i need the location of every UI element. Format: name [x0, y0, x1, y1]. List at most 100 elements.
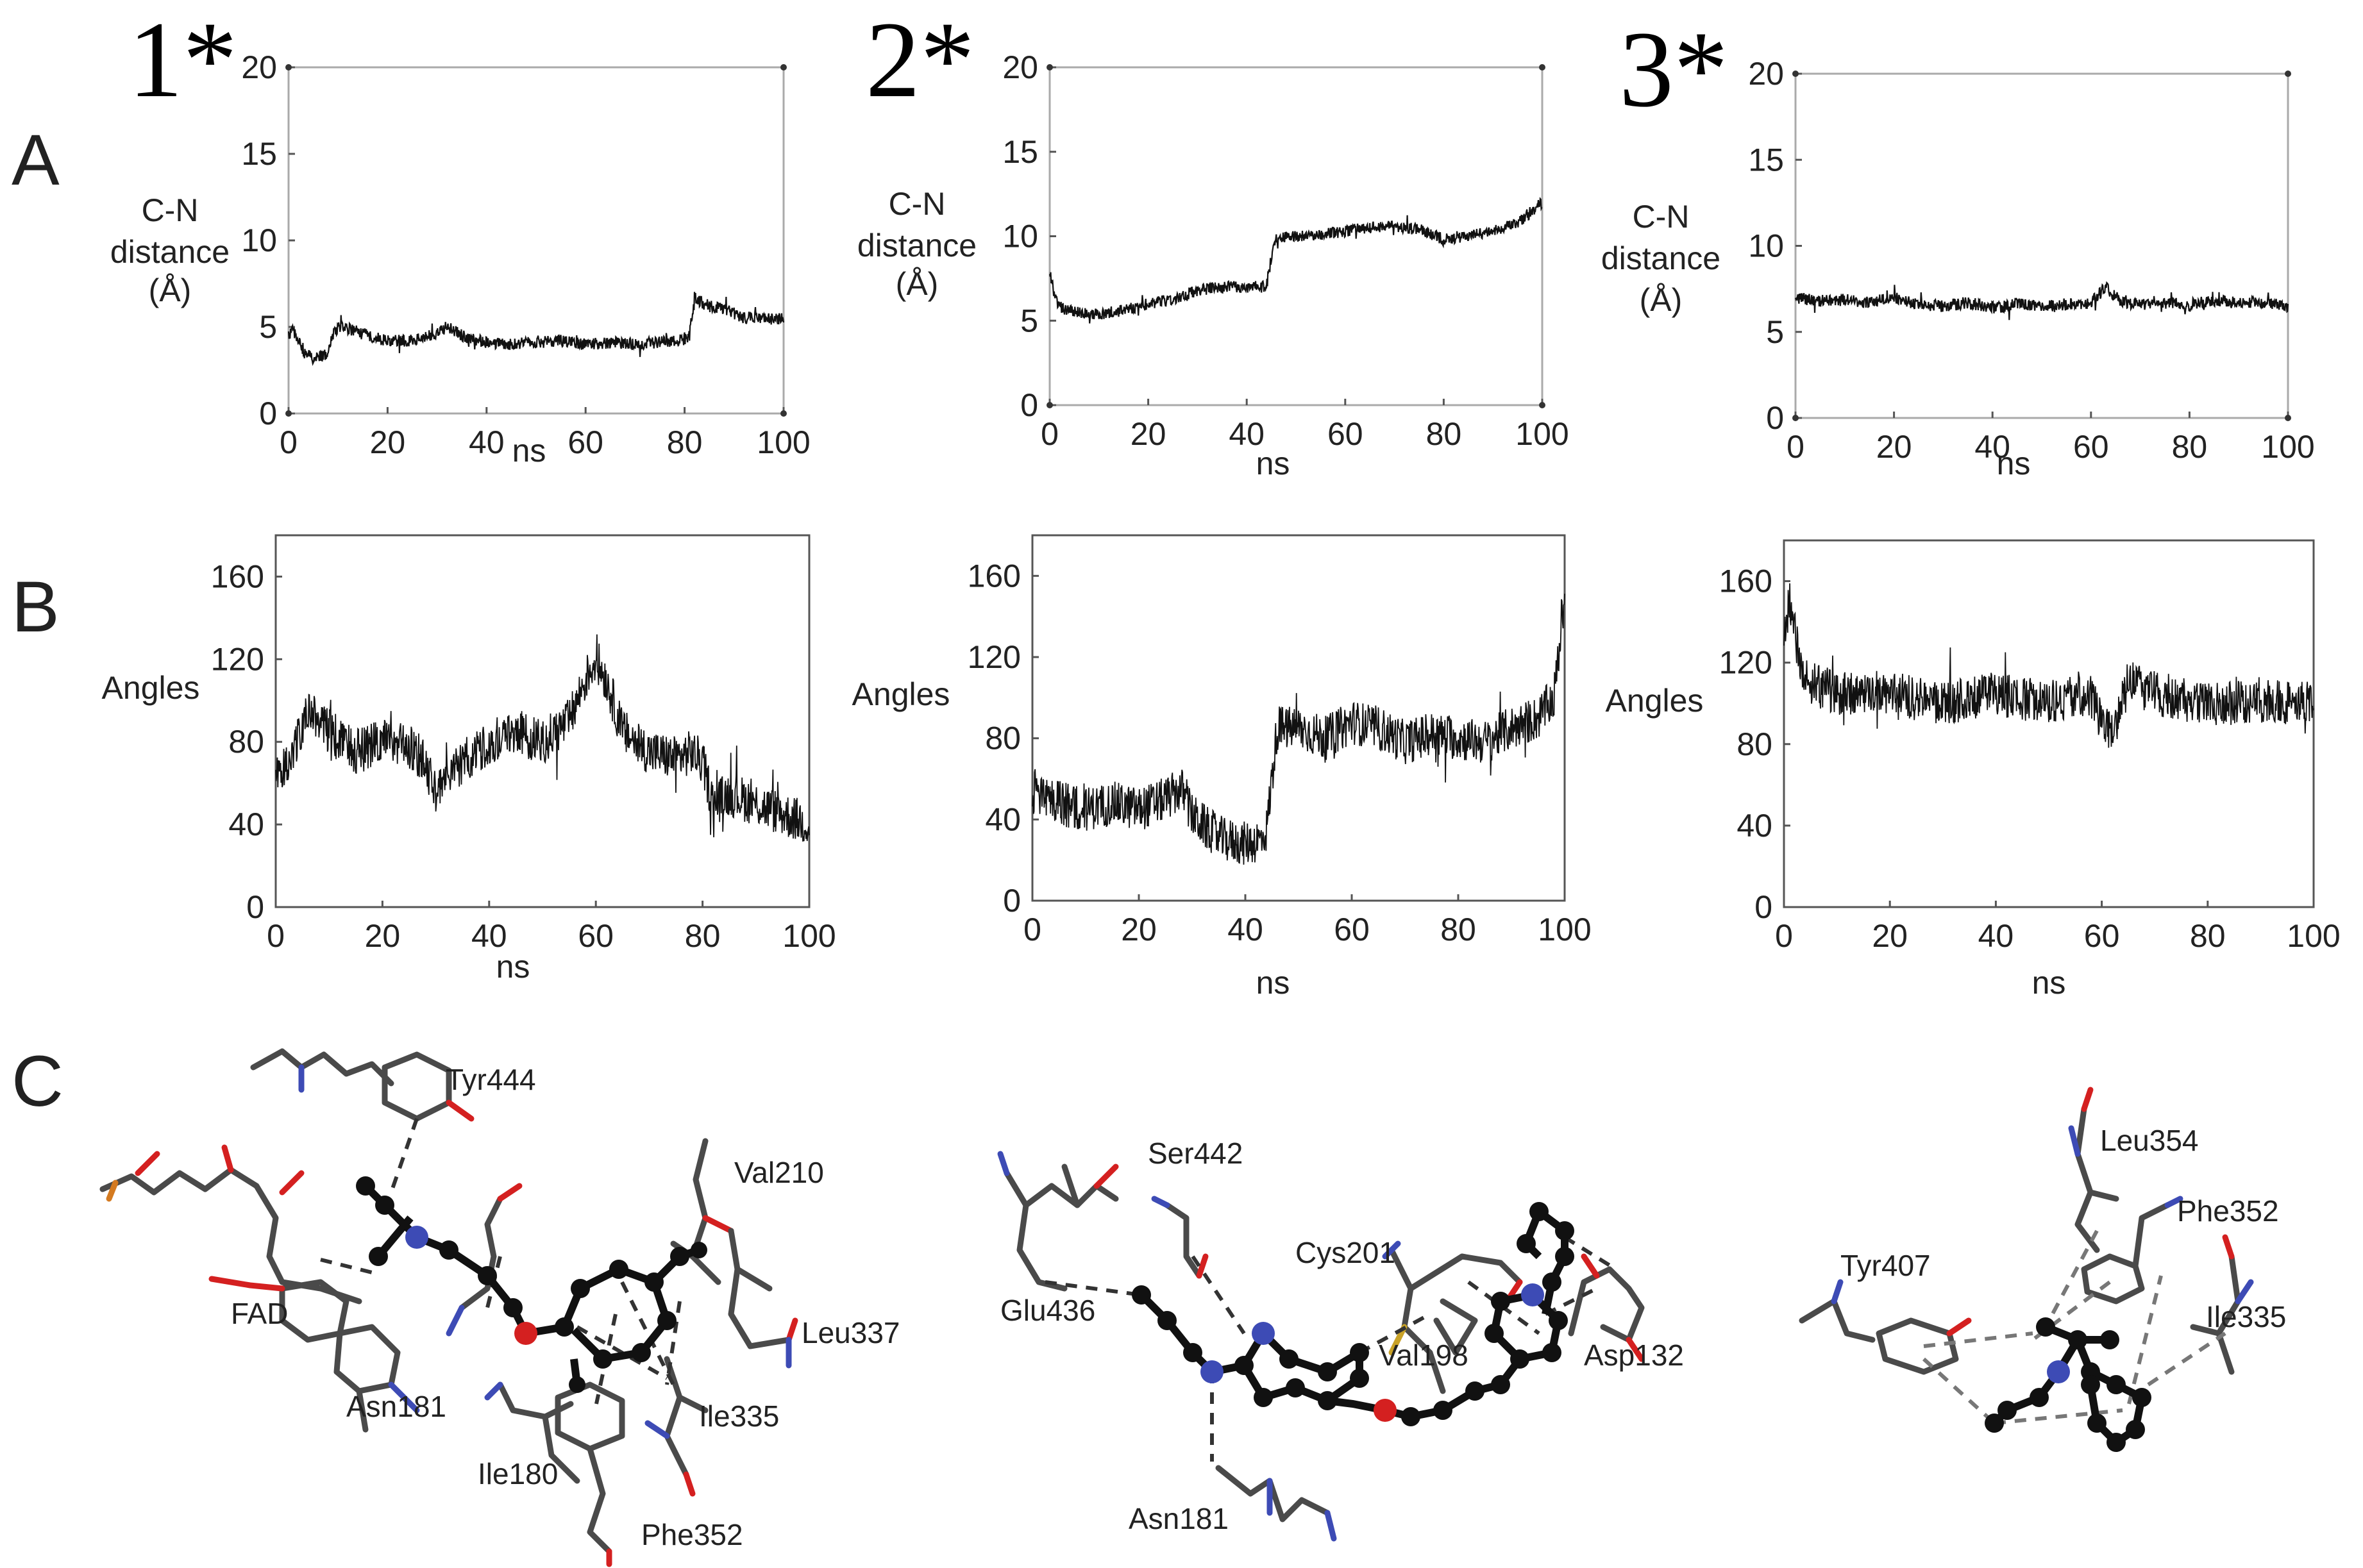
x-tick-label: 40	[471, 918, 507, 954]
corner-marker	[285, 64, 292, 71]
y-axis-label: (Å)	[896, 266, 939, 302]
plot-frame	[1794, 72, 2289, 419]
chart-b2: 0 20 40 60 80 100 0 40 80 120 160 Angles ns	[852, 534, 1592, 1001]
x-tick-label: 60	[2073, 429, 2109, 465]
residue-sticks	[1799, 1087, 2254, 1375]
x-tick-label: 100	[1515, 416, 1568, 452]
panel-letter-b: B	[12, 567, 60, 647]
x-tick-label: 80	[1426, 416, 1462, 452]
x-tick-label: 20	[370, 424, 406, 460]
x-tick-label: 20	[365, 918, 401, 954]
corner-marker	[2285, 71, 2291, 77]
y-tick-label: 0	[1003, 883, 1021, 919]
x-tick-label: 20	[1876, 429, 1912, 465]
panel-letter-a: A	[12, 120, 60, 200]
corner-marker	[1792, 415, 1799, 421]
y-tick-label: 120	[968, 639, 1021, 675]
compound-label-3: 3*	[1619, 9, 1728, 129]
y-tick-label: 160	[1719, 563, 1772, 599]
x-tick-label: 80	[2190, 918, 2226, 954]
chart-b1: 0 20 40 60 80 100 0 40 80 120 160 Angles ns	[102, 534, 836, 985]
y-tick-label: 0	[1754, 889, 1772, 925]
x-tick-label: 20	[1121, 912, 1157, 947]
y-tick-label: 160	[211, 558, 264, 594]
residue-label: Ile180	[478, 1457, 558, 1490]
x-tick-label: 20	[1131, 416, 1166, 452]
y-axis-label: Angles	[852, 676, 950, 712]
x-tick-label: 100	[1538, 912, 1591, 947]
x-tick-label: 0	[1775, 918, 1793, 954]
series-line	[1032, 594, 1565, 865]
x-tick-label: 60	[2084, 918, 2120, 954]
corner-marker	[780, 410, 787, 417]
y-axis-label: C-N	[142, 192, 199, 228]
x-tick-label: 100	[2287, 918, 2340, 954]
corner-marker	[285, 410, 292, 417]
x-tick-label: 0	[280, 424, 298, 460]
x-tick-label: 0	[1787, 429, 1804, 465]
x-tick-label: 40	[1227, 912, 1263, 947]
residue-label: Cys201	[1295, 1236, 1395, 1269]
residue-label: Ile335	[699, 1399, 779, 1433]
x-axis-label: ns	[2032, 965, 2066, 1001]
x-tick-label: 60	[568, 424, 603, 460]
residue-label: Val198	[1379, 1339, 1468, 1372]
chart-a2: 0 20 40 60 80 100 0 5 10 15 20 C-N distance(Å) ns	[857, 49, 1569, 481]
corner-marker	[1047, 402, 1053, 408]
x-tick-label: 0	[267, 918, 285, 954]
corner-marker	[1792, 71, 1799, 77]
residue-sticks	[99, 1048, 798, 1567]
residue-label: Phe352	[2177, 1194, 2279, 1228]
x-tick-label: 100	[782, 918, 836, 954]
plot-frame	[1783, 539, 2315, 908]
x-tick-label: 20	[1872, 918, 1908, 954]
x-axis-label: ns	[1256, 965, 1290, 1001]
x-tick-label: 0	[1041, 416, 1059, 452]
x-tick-label: 40	[469, 424, 505, 460]
y-axis-label: Angles	[1606, 683, 1704, 719]
x-tick-label: 100	[2261, 429, 2314, 465]
y-tick-label: 80	[228, 724, 264, 760]
y-tick-label: 0	[1020, 387, 1038, 423]
y-tick-label: 20	[1002, 49, 1038, 85]
chart-a3: 0 20 40 60 80 100 0 5 10 15 20 C-N distance (Å) ns	[1601, 56, 2315, 481]
x-tick-label: 40	[1978, 918, 2014, 954]
chart-a1: 0 20 40 60 80 100 0 5 10 15 20 C-N distance(Å) ns	[110, 49, 811, 469]
x-tick-label: 40	[1229, 416, 1265, 452]
x-axis-label: ns	[1997, 446, 2031, 481]
interaction-dashes	[1045, 1235, 1617, 1462]
residue-label: Leu354	[2100, 1124, 2199, 1157]
x-tick-label: 40	[1974, 429, 2010, 465]
chart-b3: 0 20 40 60 80 100 0 40 80 120 160 Angles ns	[1606, 539, 2341, 1001]
plot-frame	[274, 534, 811, 908]
y-tick-label: 20	[1748, 56, 1784, 92]
y-tick-label: 5	[259, 309, 277, 345]
y-tick-label: 40	[228, 806, 264, 842]
residue-label: Tyr444	[446, 1063, 536, 1096]
x-tick-label: 80	[2172, 429, 2208, 465]
binding-pose-1: Tyr444 Val210 FAD Leu337 Asn181 Ile335 I…	[99, 1048, 900, 1567]
y-tick-label: 40	[1737, 808, 1772, 844]
y-axis-label: C-N	[1633, 199, 1690, 235]
x-tick-label: 60	[578, 918, 614, 954]
y-tick-label: 20	[241, 49, 277, 85]
binding-pose-3: Leu354 Phe352 Tyr407 Ile335	[1799, 1087, 2286, 1452]
y-axis-label: (Å)	[1640, 282, 1683, 318]
y-axis-label: C-N	[889, 186, 946, 222]
interaction-dashes	[1922, 1230, 2226, 1425]
y-tick-label: 80	[1737, 726, 1772, 762]
y-tick-label: 0	[246, 889, 264, 925]
y-tick-label: 10	[1748, 228, 1784, 264]
y-tick-label: 5	[1020, 303, 1038, 338]
ligand-2	[1132, 1202, 1574, 1426]
y-axis-label: distance	[1601, 240, 1720, 276]
y-axis-label: Angles	[102, 670, 200, 706]
residue-label: Glu436	[1000, 1294, 1095, 1327]
y-tick-label: 15	[1002, 134, 1038, 170]
y-tick-label: 15	[241, 136, 277, 172]
compound-label-1: 1*	[128, 0, 237, 120]
residue-label: Tyr407	[1840, 1249, 1931, 1282]
x-tick-label: 100	[757, 424, 810, 460]
x-tick-label: 0	[1023, 912, 1041, 947]
